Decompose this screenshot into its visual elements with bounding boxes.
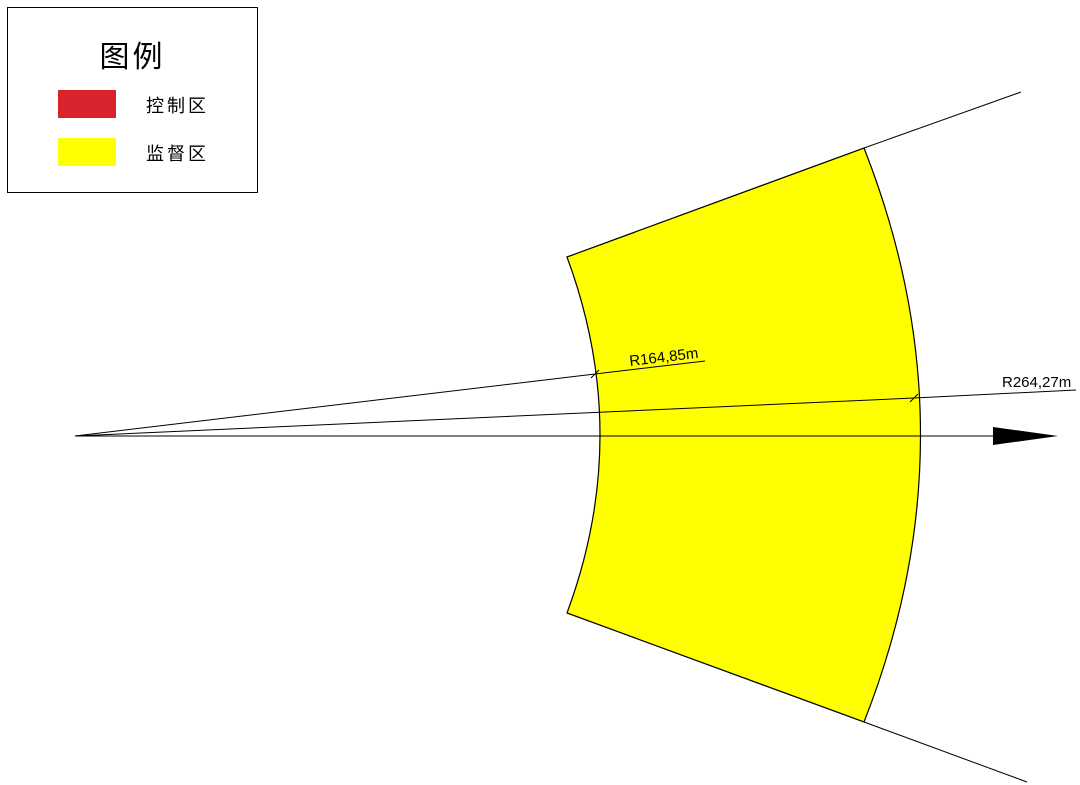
inner-radius-line [74,373,596,437]
legend-item-control-zone: 控制区 [58,90,238,118]
inner-radius-leader [594,360,706,375]
inner-radius-tick [590,369,600,379]
legend-box: 图例 控制区 监督区 [7,7,258,193]
outer-radius-line [74,397,915,437]
legend-label-supervised-zone: 监督区 [146,144,209,165]
upper-boundary-ray [863,91,1022,149]
outer-radius-leader [913,389,1077,399]
outer-radius-label: R264,27m [1002,374,1071,391]
direction-arrow-icon [993,427,1058,445]
control-zone-swatch [58,90,116,118]
lower-boundary-ray [863,721,1028,783]
supervised-zone-swatch [58,138,116,166]
legend-title: 图例 [99,40,166,75]
supervised-zone-sector [566,147,922,723]
legend-label-control-zone: 控制区 [146,96,209,117]
legend-item-supervised-zone: 监督区 [58,138,238,166]
outer-radius-tick [909,393,919,403]
